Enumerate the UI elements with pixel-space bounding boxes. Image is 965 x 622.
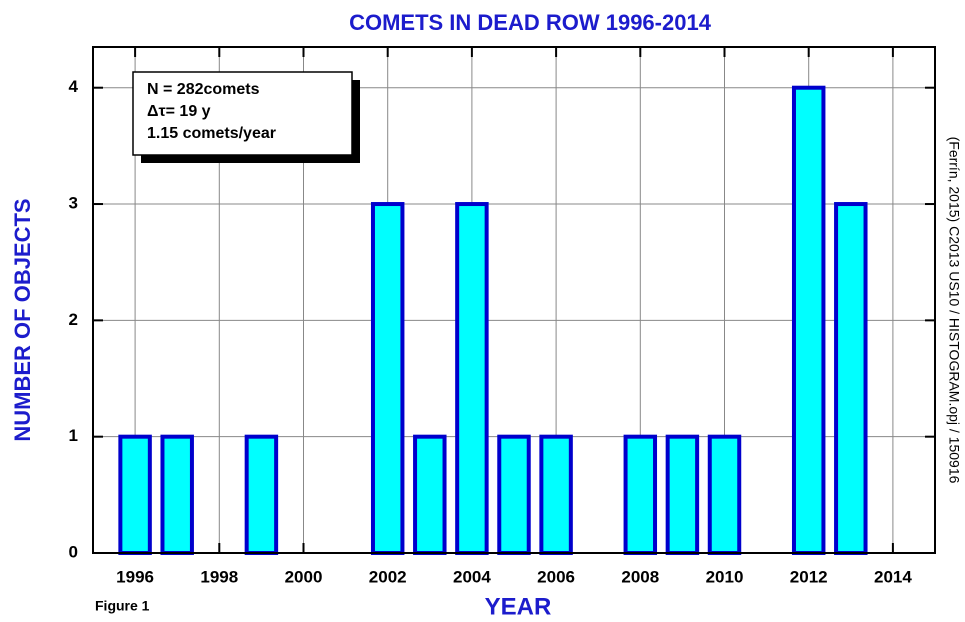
x-tick-label: 2008 (621, 567, 659, 586)
x-tick-label: 2006 (537, 567, 575, 586)
y-tick-label: 3 (69, 194, 78, 213)
x-tick-label: 2000 (285, 567, 323, 586)
bar (370, 202, 405, 555)
annotation-text: N = 282comets (147, 81, 260, 98)
bar (834, 202, 868, 555)
bar (539, 434, 573, 555)
y-axis-label: NUMBER OF OBJECTS (10, 198, 35, 441)
annotation-text: 1.15 comets/year (147, 125, 276, 142)
bar (623, 434, 658, 555)
bar (455, 202, 489, 555)
x-tick-label: 2004 (453, 567, 491, 586)
x-tick-label: 2002 (369, 567, 407, 586)
bar (413, 434, 447, 555)
y-tick-label: 2 (69, 310, 78, 329)
annotation-box (132, 71, 353, 156)
chart-title: COMETS IN DEAD ROW 1996-2014 (349, 10, 712, 35)
bar (497, 434, 531, 555)
y-tick-label: 4 (69, 77, 79, 96)
plot-frame (92, 46, 936, 554)
x-tick-label: 1996 (116, 567, 154, 586)
x-tick-label: 2012 (790, 567, 828, 586)
y-tick-label: 1 (69, 426, 78, 445)
bar (118, 434, 152, 555)
bar (707, 434, 742, 555)
annotation-text: Δτ= 19 y (147, 103, 211, 120)
x-tick-label: 2014 (874, 567, 912, 586)
y-tick-label: 0 (69, 542, 78, 561)
bar (665, 434, 700, 555)
x-tick-label: 2010 (706, 567, 744, 586)
x-axis-label: YEAR (485, 593, 552, 620)
x-tick-label: 1998 (200, 567, 238, 586)
figure-label: Figure 1 (95, 598, 150, 614)
bar (160, 434, 194, 555)
side-note: (Ferrín, 2015) C2013 US10 / HISTOGRAM.op… (946, 137, 962, 484)
bar (244, 434, 279, 555)
bar (791, 85, 826, 555)
